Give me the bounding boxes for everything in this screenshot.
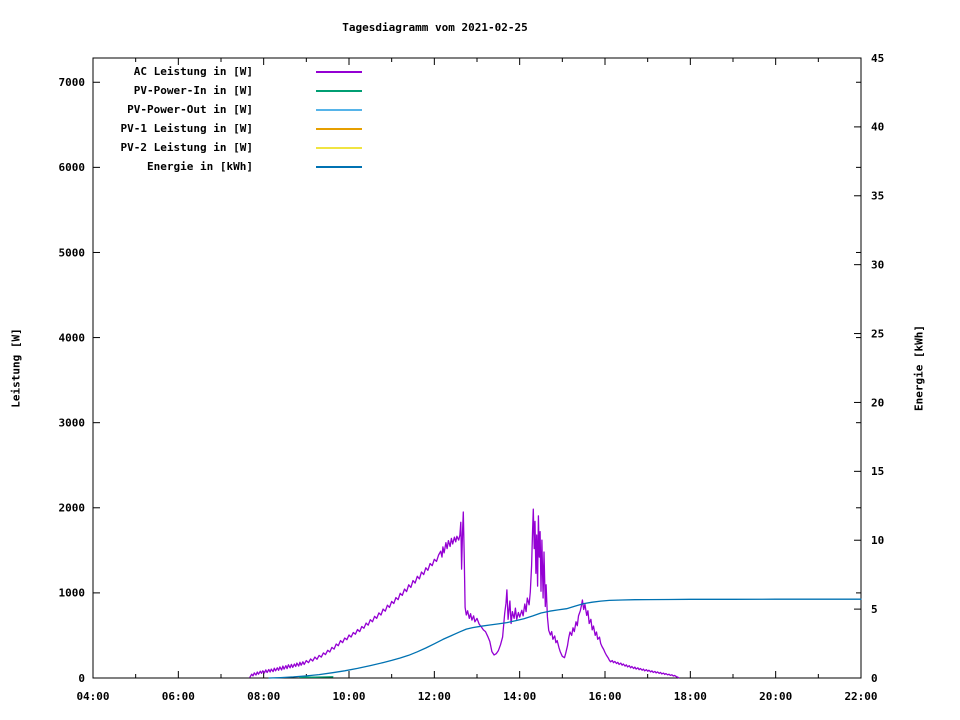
x-tick-label: 22:00: [844, 690, 877, 703]
y2-tick-label: 5: [871, 603, 878, 616]
y1-tick-label: 7000: [59, 76, 86, 89]
legend-label: PV-Power-Out in [W]: [127, 103, 253, 116]
legend-label: Energie in [kWh]: [147, 160, 253, 173]
y1-tick-label: 3000: [59, 417, 86, 430]
x-tick-label: 14:00: [503, 690, 536, 703]
legend-item-pv-power-in-in-w: PV-Power-In in [W]: [90, 81, 362, 100]
legend-line-sample: [316, 108, 362, 111]
y1-tick-label: 5000: [59, 246, 86, 259]
x-tick-label: 06:00: [162, 690, 195, 703]
legend-line-sample: [316, 165, 362, 168]
x-tick-label: 12:00: [418, 690, 451, 703]
legend: AC Leistung in [W] PV-Power-In in [W] PV-P…: [90, 62, 362, 176]
legend-item-pv-2-leistung-in-w: PV-2 Leistung in [W]: [90, 138, 362, 157]
x-tick-label: 04:00: [76, 690, 109, 703]
legend-label: PV-1 Leistung in [W]: [120, 122, 253, 135]
x-tick-label: 16:00: [588, 690, 621, 703]
x-tick-label: 08:00: [247, 690, 280, 703]
legend-label: PV-Power-In in [W]: [133, 84, 253, 97]
legend-item-ac-leistung-in-w: AC Leistung in [W]: [90, 62, 362, 81]
y2-tick-label: 30: [871, 259, 884, 272]
y1-tick-label: 4000: [59, 331, 86, 344]
y1-tick-label: 1000: [59, 587, 86, 600]
legend-line-sample: [316, 146, 362, 149]
y2-tick-label: 25: [871, 327, 884, 340]
legend-label: AC Leistung in [W]: [133, 65, 253, 78]
y1-tick-label: 6000: [59, 161, 86, 174]
legend-line-sample: [316, 127, 362, 130]
series-ac-leistung-in-w: [249, 508, 680, 679]
legend-line-sample: [316, 89, 362, 92]
y2-tick-label: 40: [871, 121, 884, 134]
series-energie-in-kwh: [268, 598, 862, 679]
y1-tick-label: 0: [78, 672, 85, 685]
legend-item-energie-in-kwh: Energie in [kWh]: [90, 157, 362, 176]
x-tick-label: 10:00: [332, 690, 365, 703]
series-pv-power-in-in-w: [299, 676, 334, 678]
legend-item-pv-power-out-in-w: PV-Power-Out in [W]: [90, 100, 362, 119]
x-tick-label: 18:00: [674, 690, 707, 703]
chart-title: Tagesdiagramm vom 2021-02-25: [342, 21, 528, 34]
y2-tick-label: 20: [871, 396, 884, 409]
y2-tick-label: 0: [871, 672, 878, 685]
x-tick-label: 20:00: [759, 690, 792, 703]
legend-label: PV-2 Leistung in [W]: [120, 141, 253, 154]
y2-tick-label: 35: [871, 190, 884, 203]
y1-tick-label: 2000: [59, 502, 86, 515]
y2-tick-label: 15: [871, 465, 884, 478]
legend-line-sample: [316, 70, 362, 73]
y2-tick-label: 45: [871, 52, 884, 65]
legend-item-pv-1-leistung-in-w: PV-1 Leistung in [W]: [90, 119, 362, 138]
y2-tick-label: 10: [871, 534, 884, 547]
